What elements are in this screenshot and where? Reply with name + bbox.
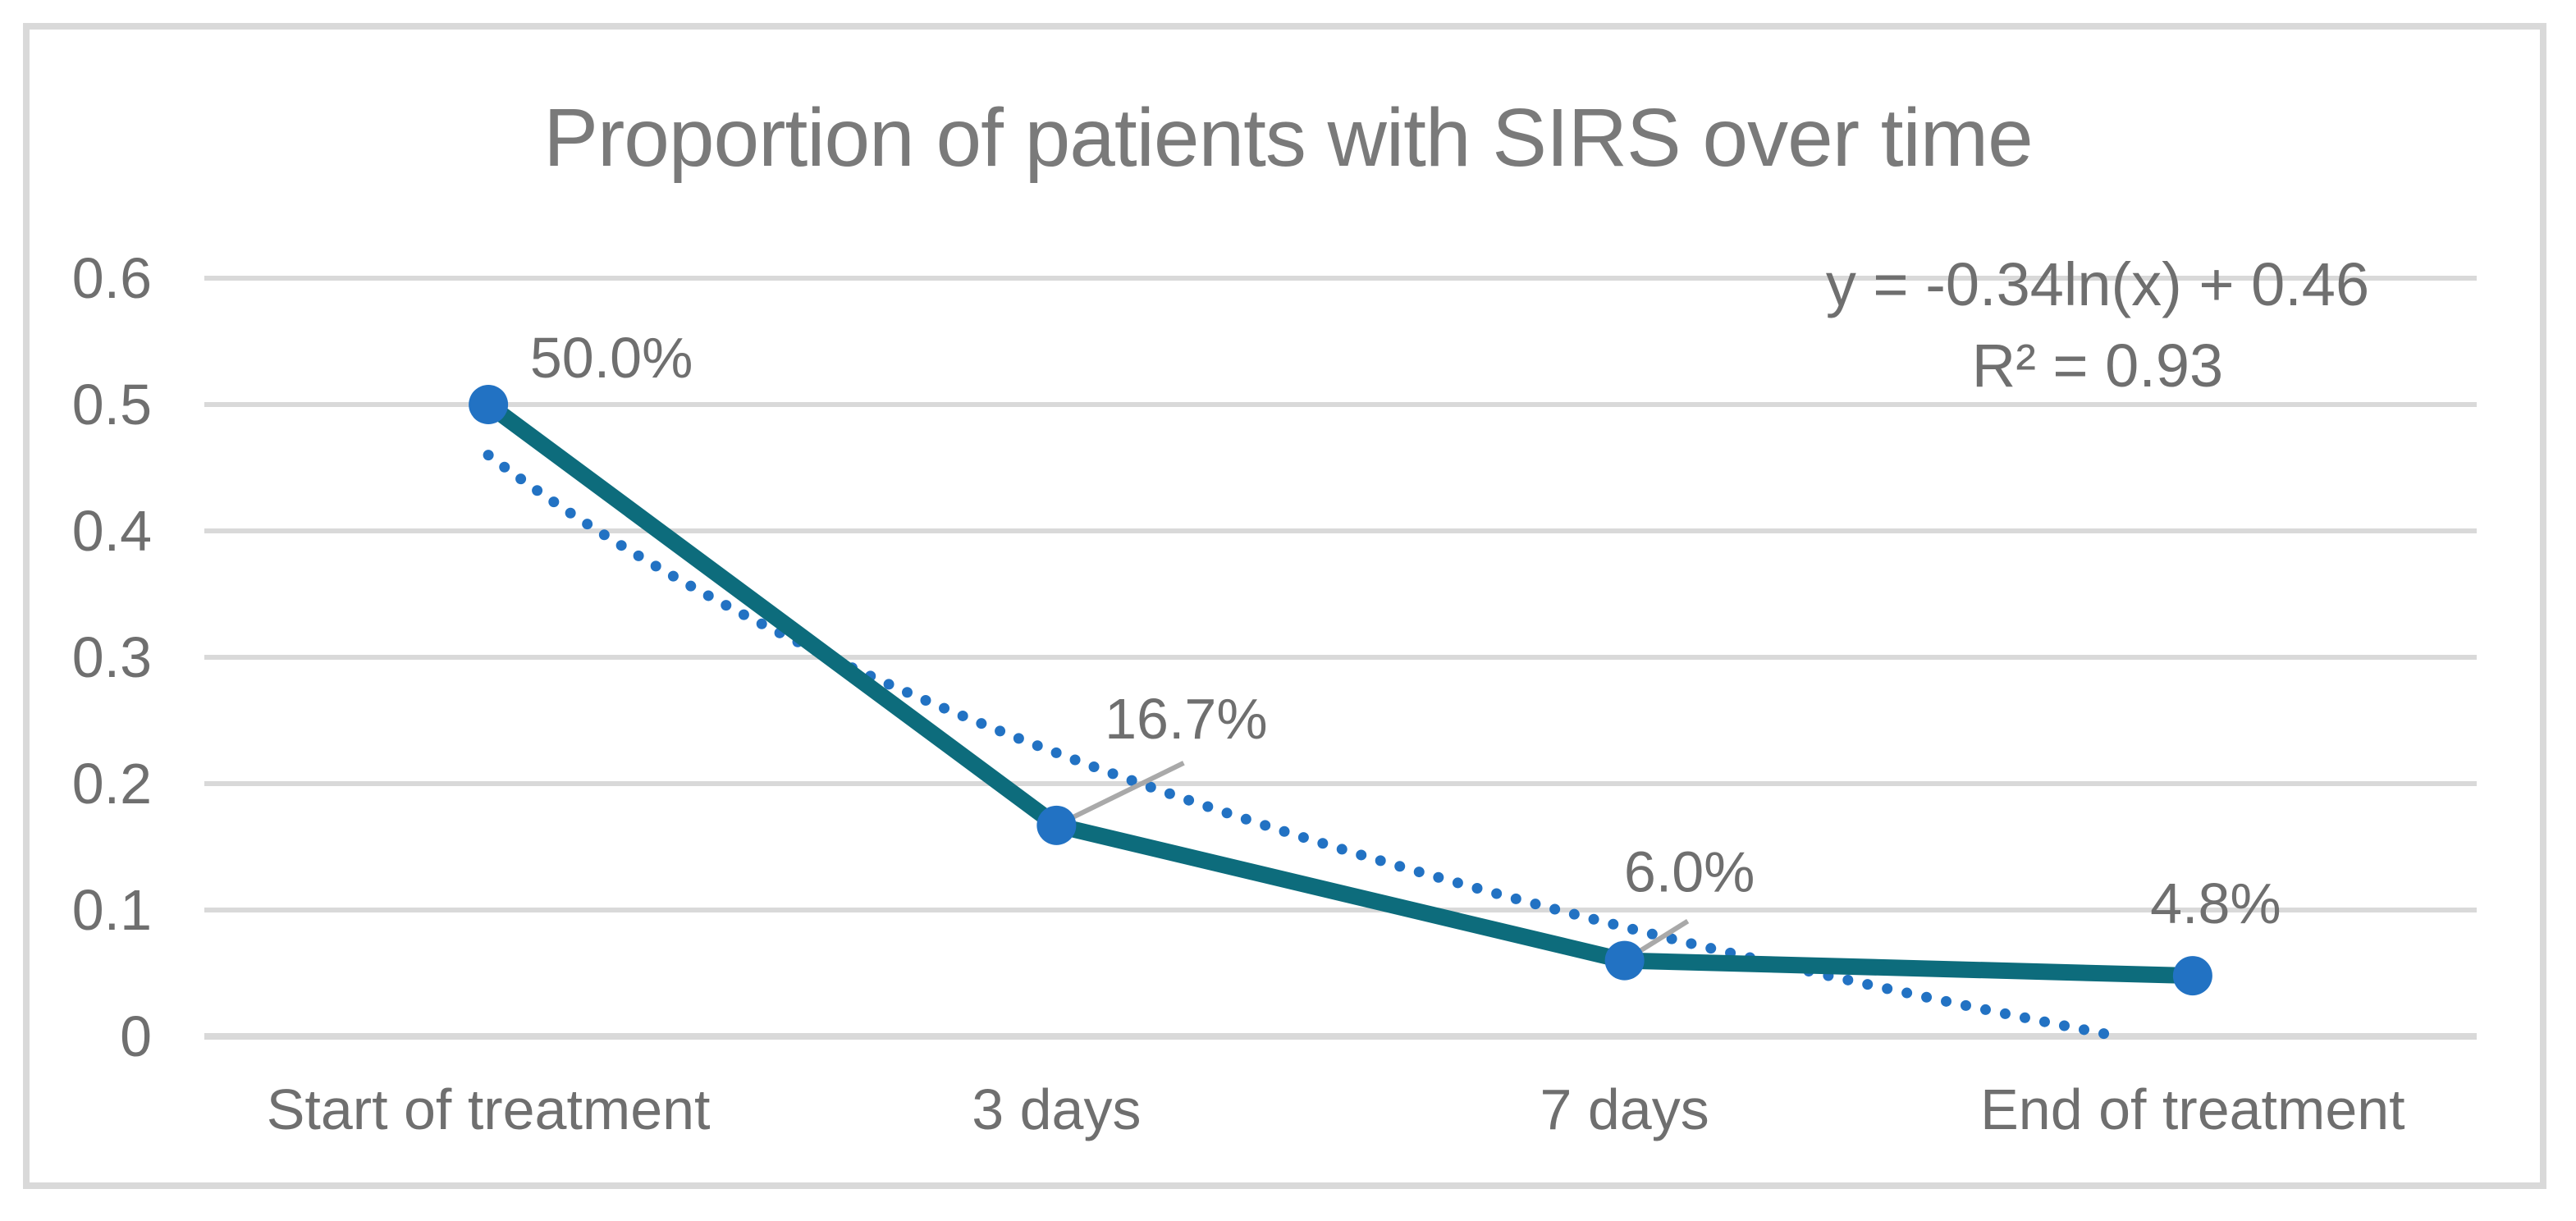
data-point-marker (2172, 956, 2212, 996)
data-label: 50.0% (530, 326, 693, 390)
data-point-marker (1036, 805, 1077, 845)
data-label-leader-line (1055, 761, 1185, 828)
trendline-dotted (483, 450, 2119, 1041)
y-tick-label: 0.1 (72, 878, 152, 942)
trendline-equation-block: y = -0.34ln(x) + 0.46 R² = 0.93 (1605, 244, 2576, 406)
y-tick-label: 0.5 (72, 373, 152, 437)
y-tick-label: 0.4 (72, 499, 152, 563)
data-label: 16.7% (1105, 687, 1267, 751)
chart-title: Proportion of patients with SIRS over ti… (543, 92, 2033, 184)
x-category-label: End of treatment (1980, 1077, 2405, 1141)
trendline-r-squared: R² = 0.93 (1971, 332, 2224, 400)
y-tick-label: 0.3 (72, 625, 152, 689)
trendline-equation: y = -0.34ln(x) + 0.46 (1825, 250, 2370, 318)
data-point-marker (469, 385, 509, 424)
y-tick-label: 0.6 (72, 246, 152, 310)
x-category-label: 7 days (1540, 1077, 1709, 1141)
y-tick-label: 0 (120, 1004, 152, 1068)
y-tick-label: 0.2 (72, 752, 152, 816)
x-category-label: 3 days (972, 1077, 1141, 1141)
chart-border (23, 23, 2546, 1189)
series-line (480, 396, 2201, 985)
x-category-label: Start of treatment (267, 1077, 711, 1141)
data-label: 6.0% (1624, 840, 1755, 904)
data-point-marker (1604, 940, 1645, 981)
data-label: 4.8% (2150, 871, 2281, 935)
